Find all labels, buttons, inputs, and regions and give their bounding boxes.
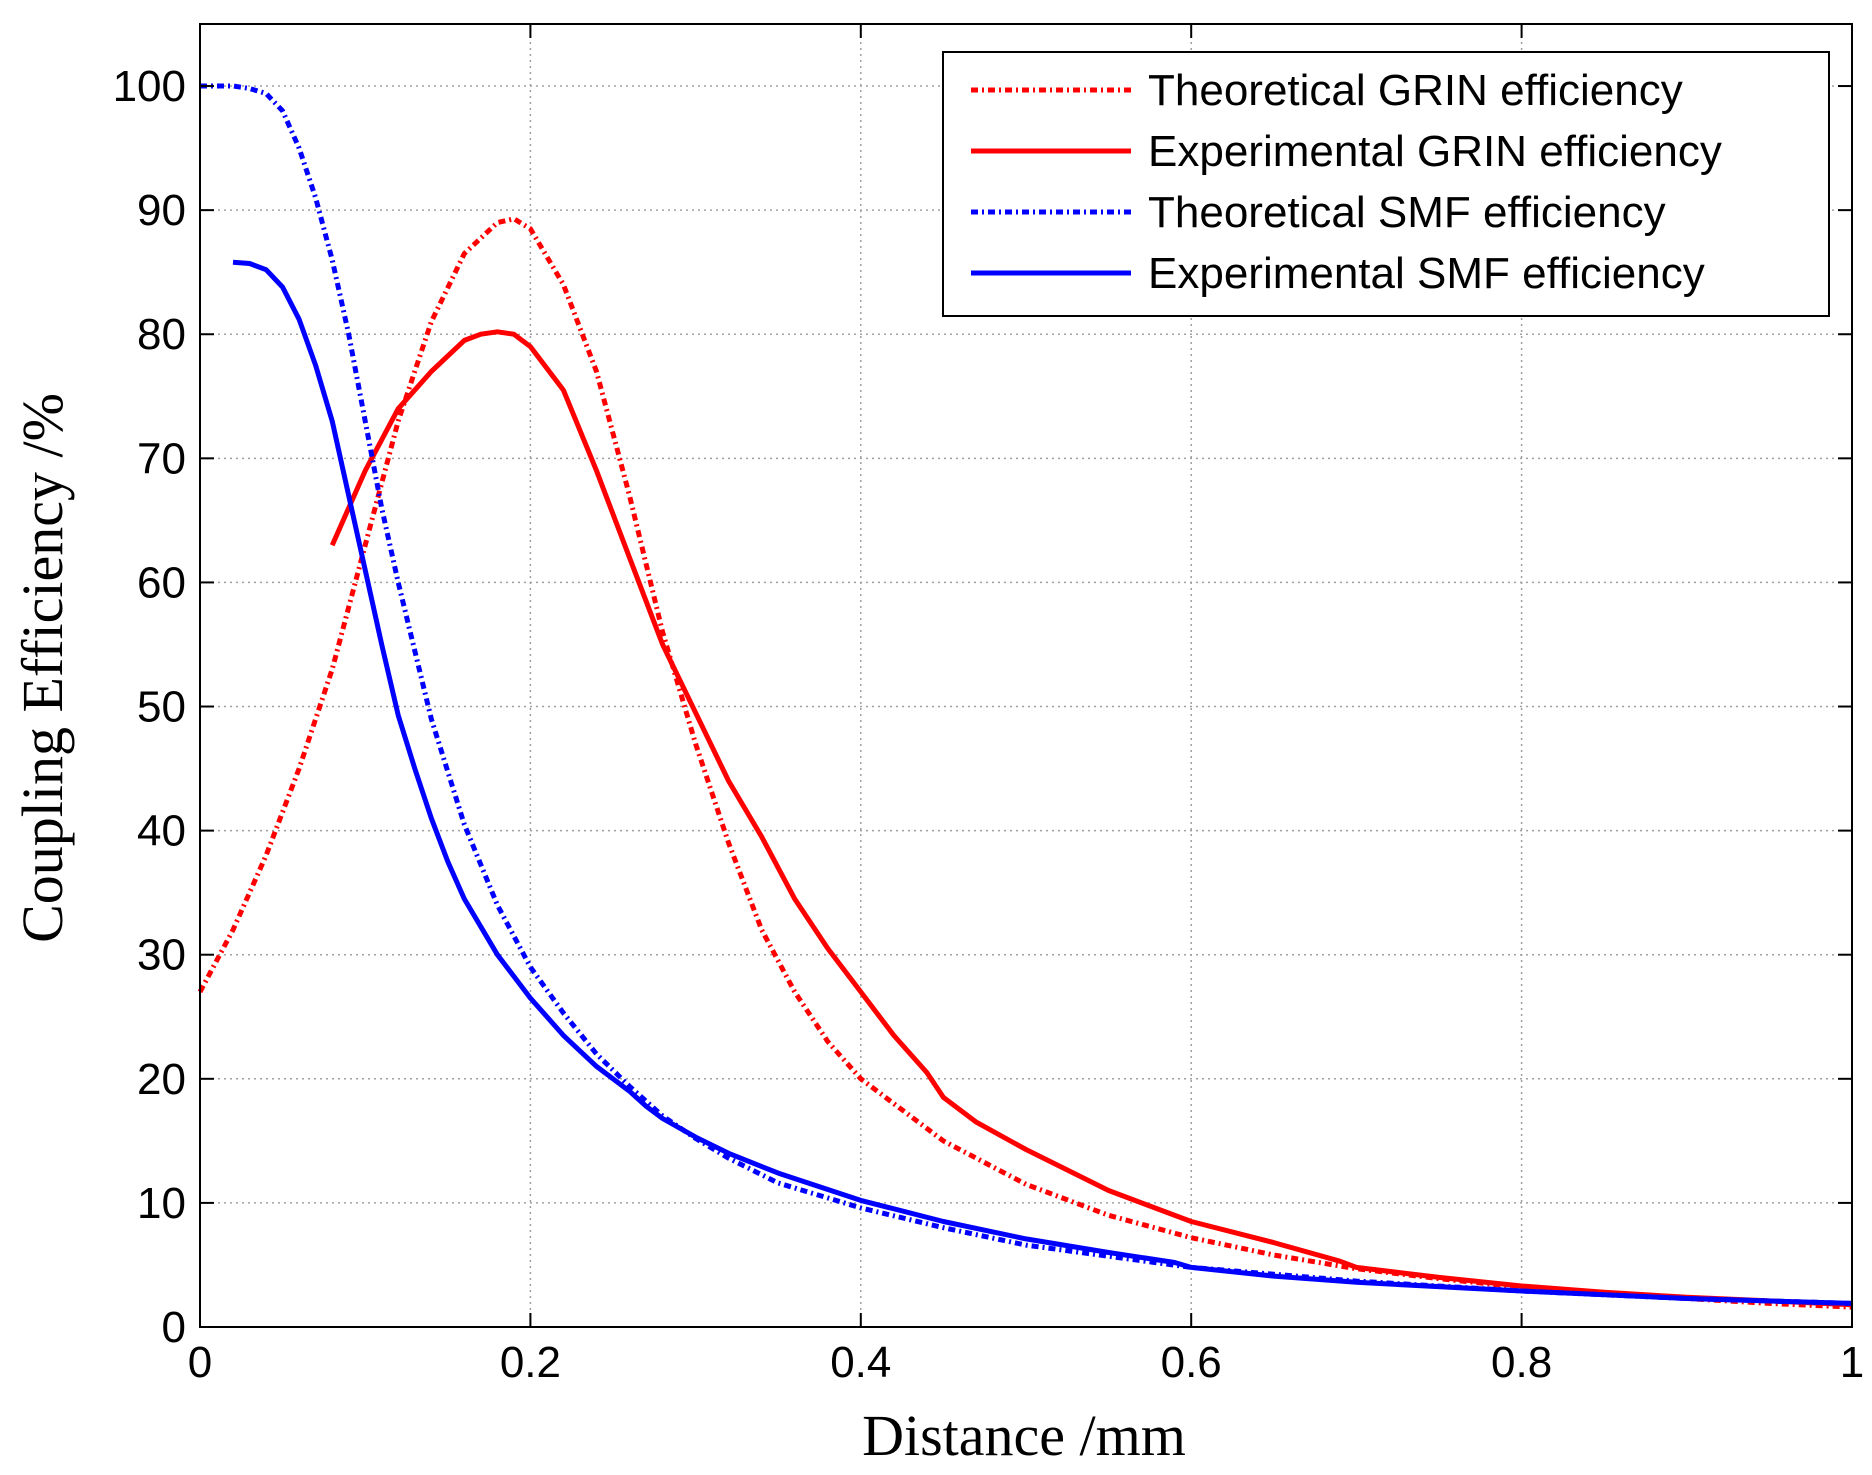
y-axis-label: Coupling Efficiency /% — [10, 393, 75, 943]
y-tick-label: 0 — [162, 1303, 186, 1352]
plot-area-frame — [199, 23, 1853, 1328]
y-tick-label: 80 — [137, 310, 186, 359]
y-tick-label: 10 — [137, 1179, 186, 1228]
series-line-experimental-smf-efficiency — [232, 259, 1853, 1306]
y-tick-label: 30 — [137, 931, 186, 980]
y-tick-label: 40 — [137, 807, 186, 856]
y-tick-label: 20 — [137, 1055, 186, 1104]
y-tick-label: 100 — [113, 62, 186, 111]
y-tick-label: 60 — [137, 558, 186, 607]
x-tick-label: 0.8 — [1491, 1338, 1552, 1387]
legend-label: Experimental SMF efficiency — [1148, 249, 1705, 298]
x-tick-label: 0.2 — [500, 1338, 561, 1387]
x-axis-label: Distance /mm — [862, 1403, 1186, 1468]
x-tick-label: 0.4 — [830, 1338, 891, 1387]
y-tick-label: 70 — [137, 434, 186, 483]
legend: Theoretical GRIN efficiency Experimental … — [942, 51, 1830, 317]
legend-label: Theoretical GRIN efficiency — [1148, 66, 1683, 115]
y-tick-label: 90 — [137, 186, 186, 235]
x-tick-label: 0.6 — [1161, 1338, 1222, 1387]
legend-label: Experimental GRIN efficiency — [1148, 127, 1722, 176]
series-line-experimental-grin-efficiency — [329, 329, 1853, 1308]
x-tick-label: 0 — [188, 1338, 212, 1387]
legend-label: Theoretical SMF efficiency — [1148, 188, 1666, 237]
series-line-theoretical-smf-efficiency — [200, 83, 1853, 1306]
y-tick-label: 50 — [137, 683, 186, 732]
x-tick-label: 1 — [1840, 1338, 1864, 1387]
series-layer — [197, 83, 1853, 1310]
